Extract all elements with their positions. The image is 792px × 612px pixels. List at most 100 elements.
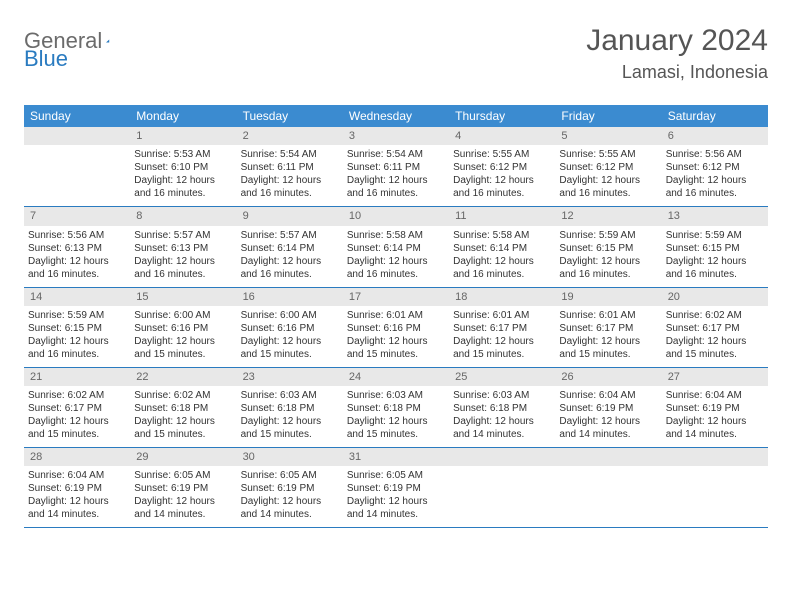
day-cell: 14 Sunrise: 5:59 AMSunset: 6:15 PMDayligh… — [24, 288, 130, 367]
daylight1-text: Daylight: 12 hours — [559, 415, 657, 428]
day-content: Sunrise: 5:56 AMSunset: 6:12 PMDaylight:… — [662, 145, 768, 206]
day-content: Sunrise: 6:03 AMSunset: 6:18 PMDaylight:… — [449, 386, 555, 447]
day-content: Sunrise: 6:02 AMSunset: 6:17 PMDaylight:… — [662, 306, 768, 367]
sunrise-text: Sunrise: 5:59 AM — [666, 229, 764, 242]
daylight1-text: Daylight: 12 hours — [134, 174, 232, 187]
day-cell — [555, 448, 661, 527]
sunrise-text: Sunrise: 5:58 AM — [453, 229, 551, 242]
day-cell: 21Sunrise: 6:02 AMSunset: 6:17 PMDayligh… — [24, 368, 130, 447]
day-cell: 9Sunrise: 5:57 AMSunset: 6:14 PMDaylight… — [237, 207, 343, 286]
sunrise-text: Sunrise: 5:56 AM — [666, 148, 764, 161]
daylight1-text: Daylight: 12 hours — [134, 495, 232, 508]
day-content: Sunrise: 6:02 AMSunset: 6:18 PMDaylight:… — [130, 386, 236, 447]
day-number: 3 — [343, 127, 449, 145]
daylight1-text: Daylight: 12 hours — [347, 255, 445, 268]
sunrise-text: Sunrise: 5:59 AM — [559, 229, 657, 242]
day-number: 14 — [24, 288, 130, 306]
sunrise-text: Sunrise: 6:04 AM — [28, 469, 126, 482]
day-number: 2 — [237, 127, 343, 145]
daylight1-text: Daylight: 12 hours — [666, 415, 764, 428]
week-row: 28Sunrise: 6:04 AMSunset: 6:19 PMDayligh… — [24, 448, 768, 528]
daylight1-text: Daylight: 12 hours — [28, 495, 126, 508]
day-header-row: Sunday Monday Tuesday Wednesday Thursday… — [24, 105, 768, 127]
day-cell: 19Sunrise: 6:01 AMSunset: 6:17 PMDayligh… — [555, 288, 661, 367]
daylight2-text: and 15 minutes. — [28, 428, 126, 441]
day-number: 24 — [343, 368, 449, 386]
logo-sub: Blue — [24, 46, 68, 72]
daylight1-text: Daylight: 12 hours — [347, 415, 445, 428]
day-cell: 23Sunrise: 6:03 AMSunset: 6:18 PMDayligh… — [237, 368, 343, 447]
day-number: 17 — [343, 288, 449, 306]
title-block: January 2024 Lamasi, Indonesia — [586, 24, 768, 83]
day-cell: 4Sunrise: 5:55 AMSunset: 6:12 PMDaylight… — [449, 127, 555, 206]
sunrise-text: Sunrise: 5:56 AM — [28, 229, 126, 242]
sunset-text: Sunset: 6:17 PM — [666, 322, 764, 335]
day-number: 29 — [130, 448, 236, 466]
sunrise-text: Sunrise: 5:55 AM — [559, 148, 657, 161]
day-number: 21 — [24, 368, 130, 386]
sunset-text: Sunset: 6:17 PM — [559, 322, 657, 335]
daylight1-text: Daylight: 12 hours — [559, 174, 657, 187]
day-number: 26 — [555, 368, 661, 386]
day-content: Sunrise: 6:05 AMSunset: 6:19 PMDaylight:… — [130, 466, 236, 527]
daylight1-text: Daylight: 12 hours — [347, 495, 445, 508]
day-content: Sunrise: 6:01 AMSunset: 6:16 PMDaylight:… — [343, 306, 449, 367]
day-number — [449, 448, 555, 466]
daylight1-text: Daylight: 12 hours — [453, 174, 551, 187]
sunset-text: Sunset: 6:12 PM — [666, 161, 764, 174]
day-content: Sunrise: 5:54 AMSunset: 6:11 PMDaylight:… — [237, 145, 343, 206]
day-content: Sunrise: 6:00 AMSunset: 6:16 PMDaylight:… — [130, 306, 236, 367]
day-cell: 31Sunrise: 6:05 AMSunset: 6:19 PMDayligh… — [343, 448, 449, 527]
day-number: 18 — [449, 288, 555, 306]
sunrise-text: Sunrise: 6:03 AM — [241, 389, 339, 402]
day-number: 28 — [24, 448, 130, 466]
sunrise-text: Sunrise: 6:01 AM — [347, 309, 445, 322]
day-content: Sunrise: 5:56 AMSunset: 6:13 PMDaylight:… — [24, 226, 130, 287]
sunset-text: Sunset: 6:18 PM — [347, 402, 445, 415]
sunset-text: Sunset: 6:17 PM — [28, 402, 126, 415]
daylight1-text: Daylight: 12 hours — [347, 335, 445, 348]
day-number: 25 — [449, 368, 555, 386]
sunset-text: Sunset: 6:15 PM — [559, 242, 657, 255]
daylight1-text: Daylight: 12 hours — [28, 335, 126, 348]
daylight2-text: and 16 minutes. — [134, 268, 232, 281]
daylight2-text: and 14 minutes. — [134, 508, 232, 521]
day-cell: 2Sunrise: 5:54 AMSunset: 6:11 PMDaylight… — [237, 127, 343, 206]
day-number: 16 — [237, 288, 343, 306]
weeks-container: 1Sunrise: 5:53 AMSunset: 6:10 PMDaylight… — [24, 127, 768, 528]
day-cell: 7Sunrise: 5:56 AMSunset: 6:13 PMDaylight… — [24, 207, 130, 286]
day-header-mon: Monday — [130, 105, 236, 127]
daylight2-text: and 16 minutes. — [666, 268, 764, 281]
day-number: 8 — [130, 207, 236, 225]
daylight1-text: Daylight: 12 hours — [559, 255, 657, 268]
day-cell: 17Sunrise: 6:01 AMSunset: 6:16 PMDayligh… — [343, 288, 449, 367]
day-cell: 28Sunrise: 6:04 AMSunset: 6:19 PMDayligh… — [24, 448, 130, 527]
day-number — [24, 127, 130, 145]
day-header-wed: Wednesday — [343, 105, 449, 127]
day-header-sat: Saturday — [662, 105, 768, 127]
daylight1-text: Daylight: 12 hours — [134, 335, 232, 348]
sunrise-text: Sunrise: 5:54 AM — [241, 148, 339, 161]
day-content: Sunrise: 6:04 AMSunset: 6:19 PMDaylight:… — [555, 386, 661, 447]
daylight2-text: and 16 minutes. — [28, 268, 126, 281]
sunset-text: Sunset: 6:13 PM — [134, 242, 232, 255]
daylight2-text: and 15 minutes. — [453, 348, 551, 361]
day-number: 5 — [555, 127, 661, 145]
week-row: 21 Sunrise: 6:02 AMSunset: 6:17 PM Dayligh… — [24, 368, 768, 448]
sunset-text: Sunset: 6:11 PM — [241, 161, 339, 174]
day-content: Sunrise: 5:53 AMSunset: 6:10 PMDaylight:… — [130, 145, 236, 206]
sunset-text: Sunset: 6:15 PM — [28, 322, 126, 335]
sunrise-text: Sunrise: 5:59 AM — [28, 309, 126, 322]
day-number: 13 — [662, 207, 768, 225]
day-number: 11 — [449, 207, 555, 225]
daylight2-text: and 14 minutes. — [347, 508, 445, 521]
sunrise-text: Sunrise: 6:02 AM — [28, 389, 126, 402]
day-cell: 20Sunrise: 6:02 AMSunset: 6:17 PMDayligh… — [662, 288, 768, 367]
daylight2-text: and 16 minutes. — [559, 268, 657, 281]
sunset-text: Sunset: 6:13 PM — [28, 242, 126, 255]
day-cell: 11Sunrise: 5:58 AMSunset: 6:14 PMDayligh… — [449, 207, 555, 286]
day-content: Sunrise: 6:01 AMSunset: 6:17 PMDaylight:… — [449, 306, 555, 367]
day-content: Sunrise: 6:05 AMSunset: 6:19 PMDaylight:… — [237, 466, 343, 527]
day-cell — [24, 127, 130, 206]
day-content: Sunrise: 5:58 AMSunset: 6:14 PMDaylight:… — [449, 226, 555, 287]
